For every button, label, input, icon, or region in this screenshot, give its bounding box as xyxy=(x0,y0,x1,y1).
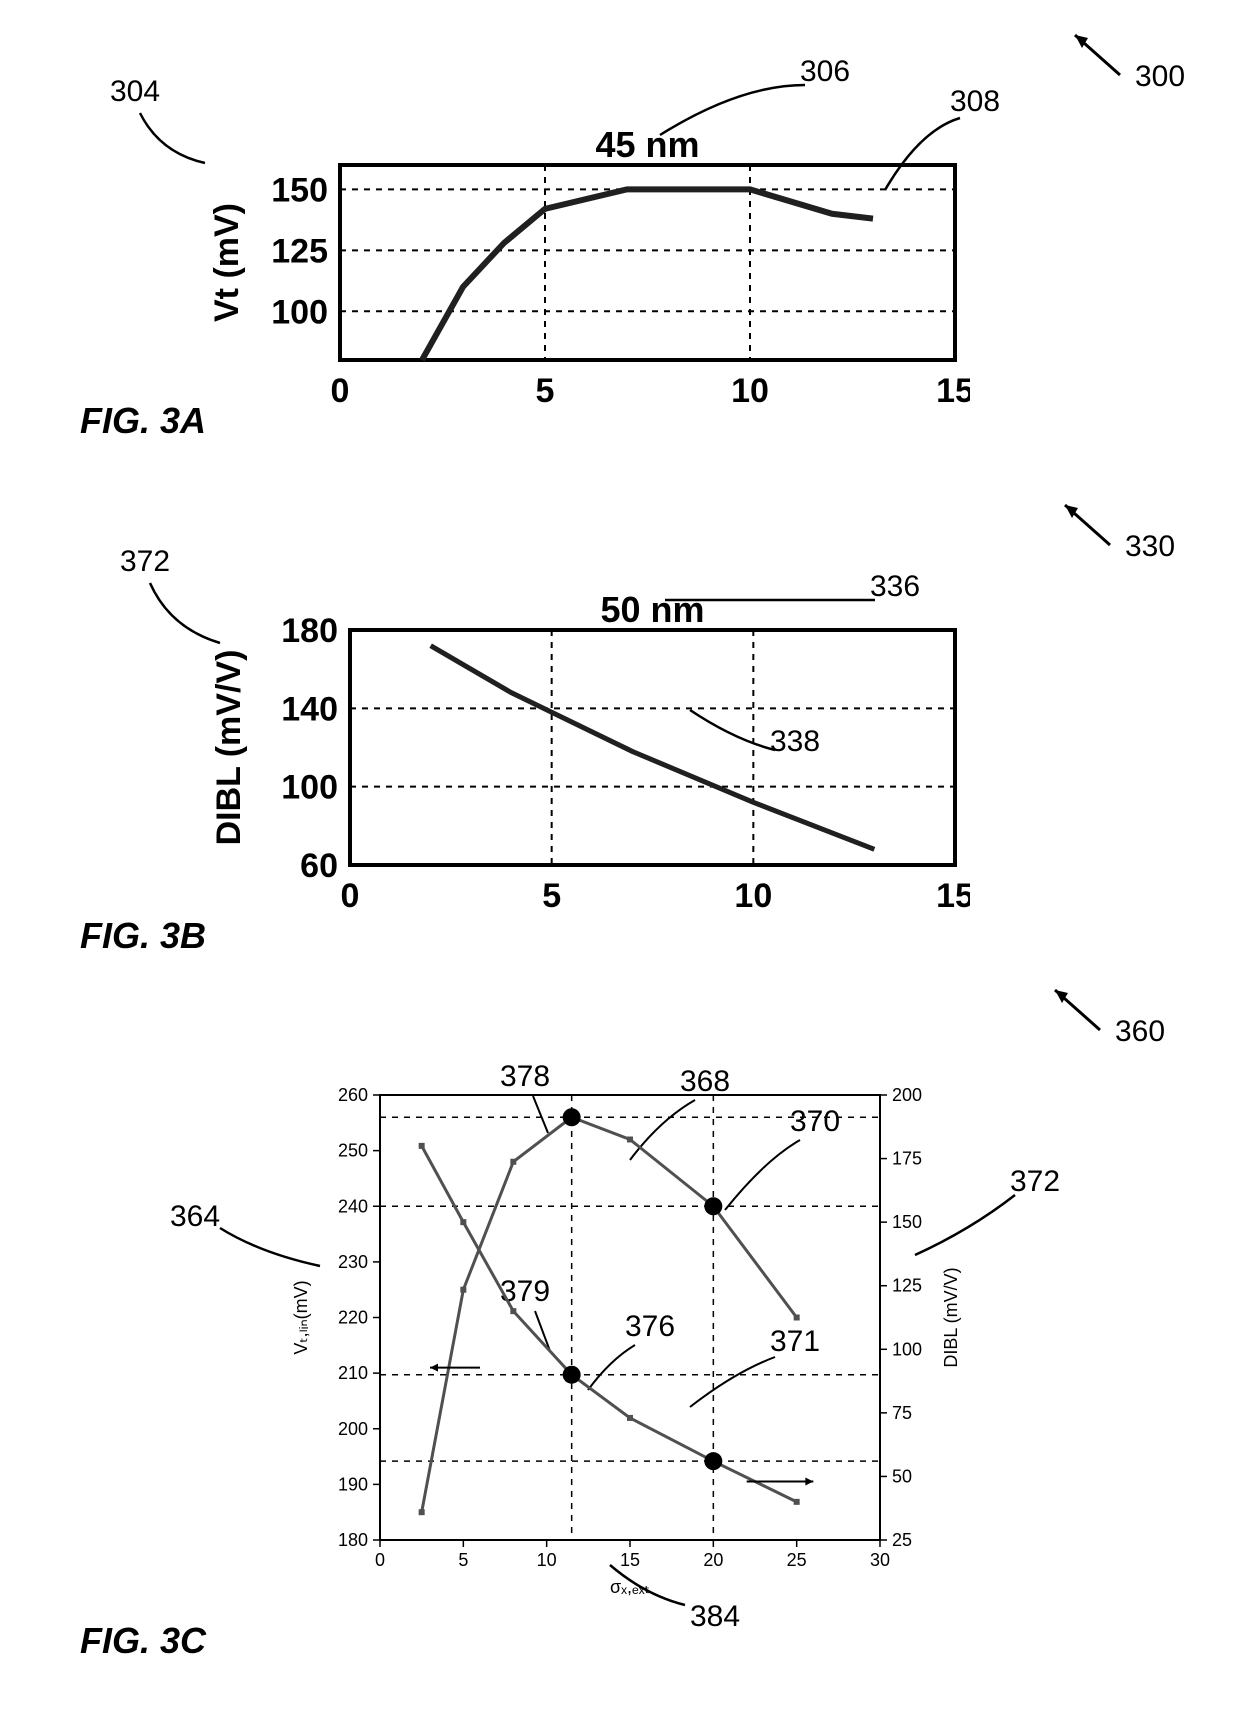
svg-text:190: 190 xyxy=(338,1474,368,1494)
svg-text:180: 180 xyxy=(281,612,338,650)
svg-text:260: 260 xyxy=(338,1085,368,1105)
svg-text:DIBL (mV/V): DIBL (mV/V) xyxy=(210,650,248,846)
fig-3a-label: FIG. 3A xyxy=(80,400,206,442)
svg-text:10: 10 xyxy=(731,372,769,410)
svg-text:75: 75 xyxy=(892,1403,912,1423)
svg-text:5: 5 xyxy=(536,372,555,410)
svg-text:100: 100 xyxy=(281,769,338,807)
panel-fig-3c: 360 364 372 378 368 370 379 376 371 384 … xyxy=(0,975,1240,1655)
svg-text:100: 100 xyxy=(271,293,328,331)
svg-text:15: 15 xyxy=(620,1550,640,1570)
chart-3b: 0 5 10 15 60 100 140 180 DIBL (mV/V) 50 nm xyxy=(210,585,970,915)
leader-384-text: 384 xyxy=(690,1600,740,1634)
svg-text:125: 125 xyxy=(892,1276,922,1296)
svg-text:25: 25 xyxy=(787,1550,807,1570)
svg-text:30: 30 xyxy=(870,1550,890,1570)
svg-text:60: 60 xyxy=(300,847,338,885)
panel-fig-3a: 300 304 306 308 051015100125150Vt (mV)45… xyxy=(0,20,1240,420)
svg-text:140: 140 xyxy=(281,690,338,728)
svg-text:Vt (mV): Vt (mV) xyxy=(210,203,246,322)
svg-text:0: 0 xyxy=(331,372,350,410)
svg-text:0: 0 xyxy=(375,1550,385,1570)
leader-360-text: 360 xyxy=(1115,1015,1165,1049)
svg-text:DIBL (mV/V): DIBL (mV/V) xyxy=(941,1267,961,1367)
svg-text:250: 250 xyxy=(338,1141,368,1161)
fig-3c-label: FIG. 3C xyxy=(80,1620,206,1662)
svg-text:200: 200 xyxy=(892,1085,922,1105)
svg-text:45 nm: 45 nm xyxy=(595,124,699,165)
svg-text:125: 125 xyxy=(271,232,328,270)
svg-text:180: 180 xyxy=(338,1530,368,1550)
svg-text:Vₜ,ₗᵢₙ(mV): Vₜ,ₗᵢₙ(mV) xyxy=(291,1280,311,1354)
panel-fig-3b: 330 372 336 338 05101560100140180DIBL (m… xyxy=(0,490,1240,910)
fig-3b-label: FIG. 3B xyxy=(80,915,206,957)
svg-text:15: 15 xyxy=(936,877,970,915)
leader-300-text: 300 xyxy=(1135,60,1185,94)
svg-text:220: 220 xyxy=(338,1308,368,1328)
svg-text:0: 0 xyxy=(341,877,360,915)
leader-330-text: 330 xyxy=(1125,530,1175,564)
svg-text:100: 100 xyxy=(892,1339,922,1359)
svg-text:σₓ,ₑₓₜ: σₓ,ₑₓₜ xyxy=(610,1577,650,1597)
svg-text:230: 230 xyxy=(338,1252,368,1272)
svg-text:50: 50 xyxy=(892,1466,912,1486)
svg-text:210: 210 xyxy=(338,1363,368,1383)
svg-text:50 nm: 50 nm xyxy=(600,589,704,630)
svg-text:240: 240 xyxy=(338,1196,368,1216)
svg-text:5: 5 xyxy=(542,877,561,915)
svg-text:5: 5 xyxy=(458,1550,468,1570)
svg-text:20: 20 xyxy=(703,1550,723,1570)
svg-text:150: 150 xyxy=(271,171,328,209)
svg-text:200: 200 xyxy=(338,1419,368,1439)
svg-text:15: 15 xyxy=(936,372,970,410)
svg-text:175: 175 xyxy=(892,1149,922,1169)
chart-3c: 0510152025301801902002102202302402502602… xyxy=(285,1075,975,1605)
svg-text:150: 150 xyxy=(892,1212,922,1232)
svg-text:25: 25 xyxy=(892,1530,912,1550)
chart-3a: 0 5 10 15 100 125 150 Vt (mV) 45 nm xyxy=(210,120,970,410)
svg-text:10: 10 xyxy=(537,1550,557,1570)
svg-text:10: 10 xyxy=(734,877,772,915)
